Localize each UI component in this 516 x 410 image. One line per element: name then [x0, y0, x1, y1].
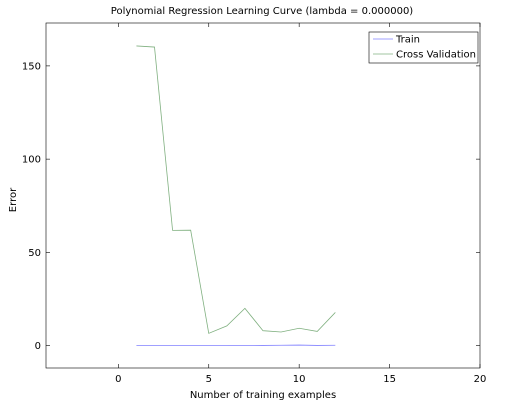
x-tick-label: 5: [206, 374, 212, 385]
legend-entry: Train: [395, 35, 420, 46]
chart-title: Polynomial Regression Learning Curve (la…: [111, 6, 414, 17]
series-line-train: [136, 344, 336, 347]
x-axis-title: Number of training examples: [190, 390, 336, 401]
y-tick-label: 150: [22, 61, 41, 72]
series-line-cross-validation: [136, 45, 336, 334]
x-tick-label: 0: [115, 374, 121, 385]
x-tick-label: 15: [383, 374, 396, 385]
legend-box: [368, 31, 479, 64]
y-axis-ticks: 0 50 100 150: [22, 61, 480, 352]
x-axis-ticks: 0 5 10 15 20: [115, 23, 486, 385]
y-tick-label: 50: [28, 248, 41, 259]
y-tick-label: 100: [22, 155, 41, 166]
series-layer: [136, 45, 336, 347]
legend-entry: Cross Validation: [396, 50, 476, 61]
y-tick-label: 0: [35, 341, 41, 352]
x-tick-label: 10: [293, 374, 306, 385]
y-axis-title: Error: [8, 187, 19, 212]
x-tick-label: 20: [474, 374, 487, 385]
legend: Train Cross Validation: [368, 31, 479, 64]
plot-area: [45, 22, 481, 369]
